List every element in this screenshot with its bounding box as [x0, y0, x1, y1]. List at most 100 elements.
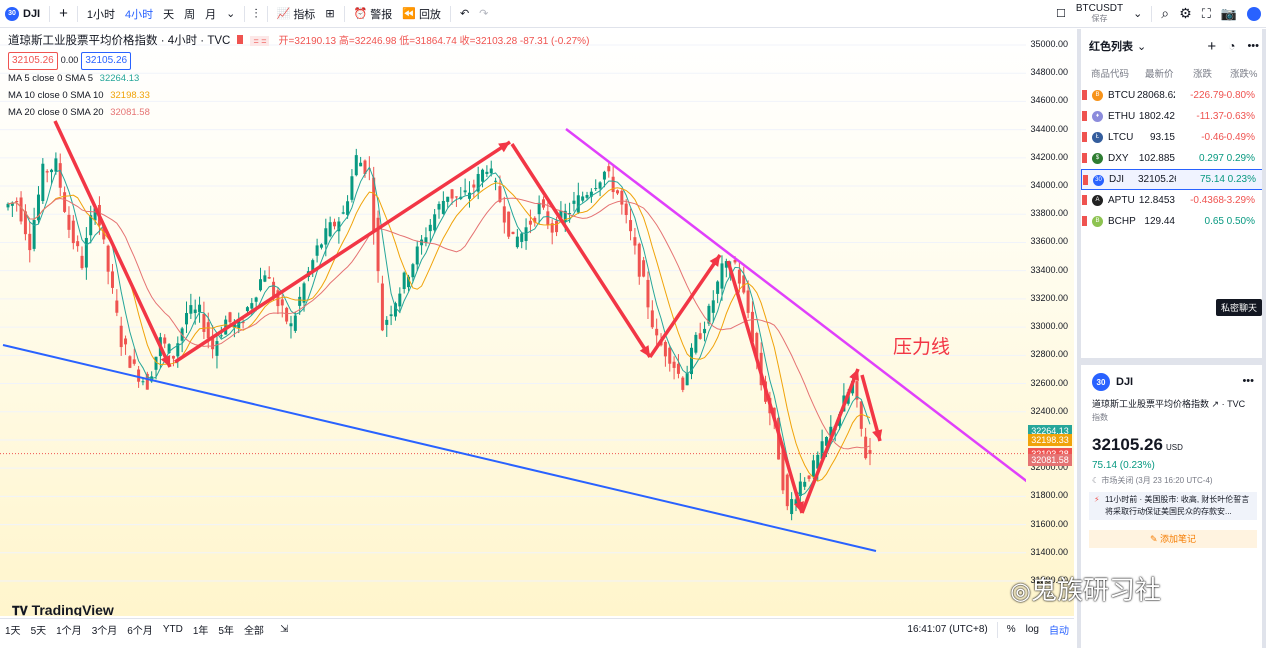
candle-body	[629, 220, 633, 232]
add-symbol-icon[interactable]: +	[1207, 37, 1217, 55]
range-6m[interactable]: 6个月	[127, 626, 153, 637]
watchlist-row-ethu[interactable]: ♦ ETHU 1802.42 -11.37 -0.63%	[1081, 106, 1266, 127]
candle-body	[367, 168, 371, 170]
legend-toggle[interactable]: = =	[250, 36, 270, 46]
range-ytd[interactable]: YTD	[162, 624, 183, 635]
candle-body	[41, 163, 45, 202]
camera-snapshot-icon[interactable]: 📷	[1220, 5, 1237, 21]
candle-body	[472, 184, 476, 188]
replay-icon: ⏪	[402, 8, 416, 20]
dji-icon: 30	[1093, 175, 1104, 186]
watchlist-chart-icon[interactable]: ◔	[1228, 39, 1236, 53]
range-all[interactable]: 全部	[243, 626, 264, 637]
ma20-legend[interactable]: MA 20 close 0 SMA 20 32081.58	[8, 107, 150, 118]
price-tick: 35000.00	[1030, 39, 1068, 49]
candle-body	[84, 237, 88, 268]
candle-body	[559, 210, 563, 219]
watchlist-row-bchp[interactable]: B BCHP 129.44 0.65 0.50%	[1081, 211, 1266, 232]
candle-body	[424, 237, 428, 244]
candle-body	[690, 347, 694, 375]
candle-body	[568, 213, 572, 215]
indicators-button[interactable]: 📈 指标	[276, 8, 316, 21]
news-item[interactable]: ⚡ 11小时前 · 美国股市: 收高, 财长叶伦誓言将采取行动保证美国民众的存款安…	[1089, 492, 1257, 520]
interval-4h[interactable]: 4小时	[125, 8, 154, 21]
avatar[interactable]	[1242, 0, 1266, 28]
ma20-line	[7, 197, 871, 450]
ethu-icon: ♦	[1092, 111, 1103, 122]
details-type: 指数	[1092, 413, 1108, 422]
watchlist-title[interactable]: 红色列表	[1089, 41, 1133, 53]
details-change: 75.14 (0.23%)	[1092, 460, 1155, 471]
layout-chevron-down-icon[interactable]: ⌄	[1133, 8, 1143, 20]
alert-button[interactable]: ⏰ 警报	[353, 8, 393, 21]
undo-icon[interactable]: ↶	[459, 8, 470, 20]
layout-name-button[interactable]: BTCUSDT 保存	[1075, 2, 1124, 23]
candle-body	[581, 196, 585, 201]
goto-date-icon[interactable]: ⇲	[279, 624, 289, 635]
interval-week[interactable]: 周	[184, 8, 196, 21]
candle-body	[502, 206, 506, 223]
search-icon[interactable]: ⌕	[1161, 5, 1170, 21]
interval-1h[interactable]: 1小时	[86, 8, 116, 21]
watchlist-row-btcu[interactable]: B BTCU 28068.62 -226.79 -0.80%	[1081, 85, 1266, 106]
range-5d[interactable]: 5天	[30, 626, 47, 637]
sell-price-box[interactable]: 32105.26	[8, 52, 58, 70]
candlestick-chart[interactable]	[0, 29, 1026, 616]
range-1m[interactable]: 1个月	[56, 626, 82, 637]
candle-body	[272, 281, 276, 298]
watchlist-more-icon[interactable]: •••	[1247, 40, 1259, 52]
details-name[interactable]: 道琼斯工业股票平均价格指数 ↗ · TVC	[1092, 399, 1246, 409]
replay-button[interactable]: ⏪ 回放	[402, 8, 441, 21]
candle-body	[646, 279, 650, 308]
redo-icon[interactable]: ↷	[479, 8, 489, 20]
layouts-grid-icon[interactable]: ⊞	[325, 8, 335, 20]
candle-body	[211, 336, 215, 350]
percent-scale-toggle[interactable]: %	[1006, 624, 1016, 635]
watchlist-row-dji[interactable]: 30 DJI 32105.26 75.14 0.23%	[1081, 169, 1266, 190]
fullscreen-icon[interactable]: ⛶	[1201, 5, 1211, 21]
compare-add-button[interactable]: +	[59, 5, 68, 22]
candle-body	[454, 196, 458, 198]
candle-body	[376, 217, 380, 272]
symbol-search-button[interactable]: 30 DJI	[0, 0, 45, 28]
btcu-icon: B	[1092, 90, 1103, 101]
range-1d[interactable]: 1天	[5, 626, 21, 637]
candle-body	[333, 221, 337, 227]
log-scale-toggle[interactable]: log	[1025, 624, 1039, 635]
candle-body	[446, 196, 450, 202]
watchlist-row-dxy[interactable]: $ DXY 102.885 0.297 0.29%	[1081, 148, 1266, 169]
candle-body	[820, 441, 824, 460]
price-tick: 34000.00	[1030, 180, 1068, 191]
right-panel: 红色列表 ⌄ + ◔ ••• 商品代码 最新价 涨跌 涨跌% B BTCU 2806…	[1077, 29, 1266, 648]
details-more-icon[interactable]: •••	[1242, 375, 1254, 387]
price-chart[interactable]: 道琼斯工业股票平均价格指数 · 4小时 · TVC = = 开=32190.13…	[0, 29, 1074, 616]
price-axis[interactable]: 35000.00 34800.00 34600.00 34400.00 34200.00…	[1026, 29, 1074, 616]
candle-body	[607, 166, 611, 172]
details-currency: USD	[1165, 443, 1183, 452]
interval-month[interactable]: 月	[205, 8, 217, 21]
buy-price-box[interactable]: 32105.26	[81, 52, 132, 70]
range-1y[interactable]: 1年	[192, 626, 209, 637]
flag-icon	[1082, 195, 1087, 205]
add-note-button[interactable]: ✎ 添加笔记	[1089, 530, 1257, 548]
settings-gear-icon[interactable]: ⚙	[1179, 5, 1192, 21]
ma5-legend[interactable]: MA 5 close 0 SMA 5 32264.13	[8, 73, 140, 84]
auto-scale-toggle[interactable]: 自动	[1049, 626, 1069, 637]
price-tick: 33000.00	[1030, 321, 1068, 332]
layout-checkbox-icon[interactable]: ☐	[1055, 8, 1066, 20]
ma10-legend[interactable]: MA 10 close 0 SMA 10 32198.33	[8, 90, 150, 101]
trend-arrow	[53, 120, 172, 368]
clock-time[interactable]: 16:41:07 (UTC+8)	[907, 624, 988, 635]
watchlist-row-ltcu[interactable]: Ł LTCU 93.15 -0.46 -0.49%	[1081, 127, 1266, 148]
watchlist-row-aptu[interactable]: A APTU 12.8453 -0.4368 -3.29%	[1081, 190, 1266, 211]
interval-day[interactable]: 天	[163, 8, 175, 21]
candle-body	[137, 369, 141, 382]
range-3m[interactable]: 3个月	[91, 626, 118, 637]
candle-body	[733, 259, 737, 263]
candle-body	[563, 210, 567, 222]
candle-body	[128, 356, 132, 368]
candle-type-icon[interactable]: ⫶	[254, 5, 258, 21]
interval-chevron-down-icon[interactable]: ⌄	[226, 8, 236, 20]
range-5y[interactable]: 5年	[218, 626, 234, 637]
watchlist-chevron-down-icon[interactable]: ⌄	[1137, 40, 1147, 53]
